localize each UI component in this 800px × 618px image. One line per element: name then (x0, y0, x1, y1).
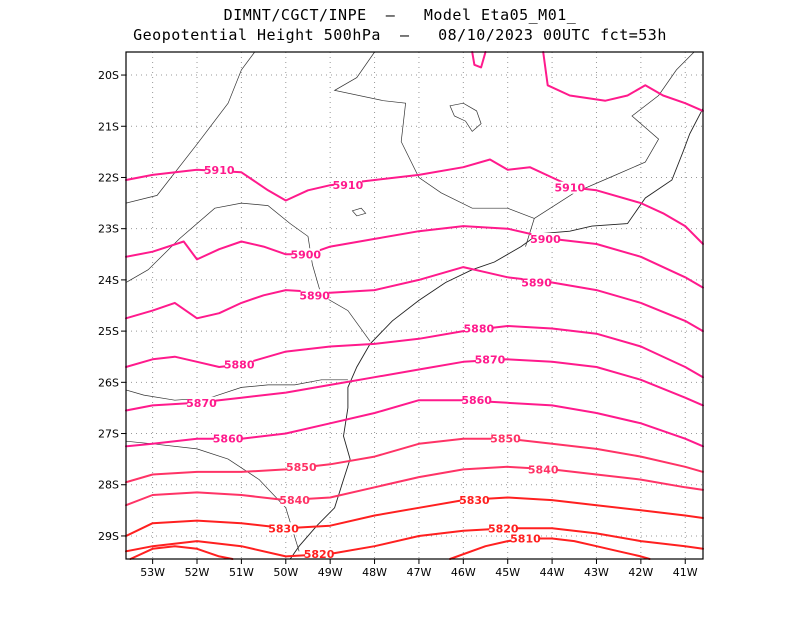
contour-label-bg (511, 532, 540, 545)
contour-label-bg (269, 522, 298, 535)
x-tick-label: 43W (584, 566, 609, 579)
contour-label: 5820 (488, 522, 519, 535)
contour-layer (125, 51, 704, 560)
contour-label: 5840 (279, 494, 310, 507)
contour-5820 (125, 527, 704, 558)
x-tick-label: 45W (495, 566, 520, 579)
contour-label: 5870 (475, 353, 506, 366)
contour-label: 5890 (299, 289, 330, 302)
x-tick-label: 53W (140, 566, 165, 579)
contour-5910 (542, 51, 704, 112)
contour-label-bg (280, 494, 309, 507)
contour-label-bg (491, 432, 520, 445)
contour-label-bg (555, 181, 584, 194)
x-tick-label: 49W (318, 566, 343, 579)
contour-label: 5830 (268, 522, 299, 535)
contour-5900 (125, 225, 704, 289)
contour-label-bg (464, 322, 493, 335)
y-tick-label: 22S (98, 171, 119, 184)
contour-label: 5830 (459, 494, 490, 507)
x-tick-label: 46W (451, 566, 476, 579)
contour-5890 (125, 266, 704, 333)
contour-label-bg (529, 463, 558, 476)
contour-label-bg (287, 460, 316, 473)
contour-5810 (129, 545, 234, 560)
geography-layer (125, 51, 704, 560)
x-tick-label: 44W (540, 566, 565, 579)
lake-outline (351, 207, 367, 217)
contour-5840 (125, 465, 704, 507)
contour-label-bg (225, 358, 254, 371)
contour-label: 5810 (510, 533, 541, 546)
x-tick-label: 42W (628, 566, 653, 579)
contour-5910 (125, 158, 704, 245)
contour-label-bg (291, 248, 320, 261)
y-tick-label: 28S (98, 479, 119, 492)
x-tick-label: 52W (185, 566, 210, 579)
contour-5860 (125, 399, 704, 448)
contour-label-bg (531, 232, 560, 245)
axis-ticks: 53W 52W 51W 50W 49W 48W 47W 46W 45W 44W 43W 42W 41W 2… (98, 69, 698, 579)
contour-label-bg (462, 394, 491, 407)
map-title-line-1: DIMNT/CGCT/INPE – Model Eta05_M01_ (223, 6, 577, 24)
y-tick-label: 26S (98, 376, 119, 389)
contour-label: 5860 (213, 433, 244, 446)
contour-5910 (471, 51, 487, 69)
state-border (333, 51, 535, 247)
y-tick-label: 29S (98, 530, 119, 543)
contour-label-bg (460, 494, 489, 507)
y-tick-label: 21S (98, 120, 119, 133)
contour-5850 (125, 437, 704, 484)
contour-label: 5910 (333, 179, 364, 192)
y-tick-label: 25S (98, 325, 119, 338)
contour-5830 (125, 496, 704, 537)
contour-label: 5870 (186, 397, 217, 410)
contour-label-layer: 5910 5910 5910 5900 5900 5890 5890 5880 5880 5870… (186, 163, 586, 561)
contour-label: 5910 (204, 164, 235, 177)
contour-label-bg (300, 289, 329, 302)
x-tick-label: 41W (673, 566, 698, 579)
state-border (125, 51, 255, 204)
state-border (125, 202, 371, 342)
contour-label-bg (187, 396, 216, 409)
contour-label-bg (214, 432, 243, 445)
contour-label-bg (333, 179, 362, 192)
contour-label-bg (305, 547, 334, 560)
x-tick-label: 47W (407, 566, 432, 579)
contour-label: 5840 (528, 463, 559, 476)
y-tick-label: 23S (98, 223, 119, 236)
contour-label: 5850 (490, 433, 521, 446)
contour-label-bg (489, 522, 518, 535)
x-tick-label: 50W (273, 566, 298, 579)
contour-5880 (125, 325, 704, 379)
y-tick-label: 20S (98, 69, 119, 82)
x-tick-label: 51W (229, 566, 254, 579)
contour-label-bg (205, 163, 234, 176)
contour-label-bg (475, 353, 504, 366)
contour-label: 5890 (521, 276, 552, 289)
contour-label: 5880 (224, 358, 255, 371)
y-tick-label: 24S (98, 274, 119, 287)
contour-label: 5880 (464, 323, 495, 336)
contour-5810 (449, 537, 651, 560)
contour-label: 5860 (461, 394, 492, 407)
grid-lines (126, 52, 703, 559)
y-tick-label: 27S (98, 428, 119, 441)
map-frame (125, 51, 704, 560)
contour-label: 5850 (286, 461, 317, 474)
lake-outline (449, 102, 482, 132)
contour-label: 5820 (304, 548, 335, 561)
x-tick-label: 48W (362, 566, 387, 579)
contour-label-bg (522, 276, 551, 289)
state-border (534, 51, 695, 219)
map-title-line-2: Geopotential Height 500hPa – 08/10/2023 … (133, 26, 667, 44)
coastline (289, 108, 704, 560)
contour-label: 5900 (530, 233, 561, 246)
state-border (125, 379, 348, 401)
contour-label: 5910 (555, 182, 586, 195)
contour-label: 5900 (290, 248, 321, 261)
